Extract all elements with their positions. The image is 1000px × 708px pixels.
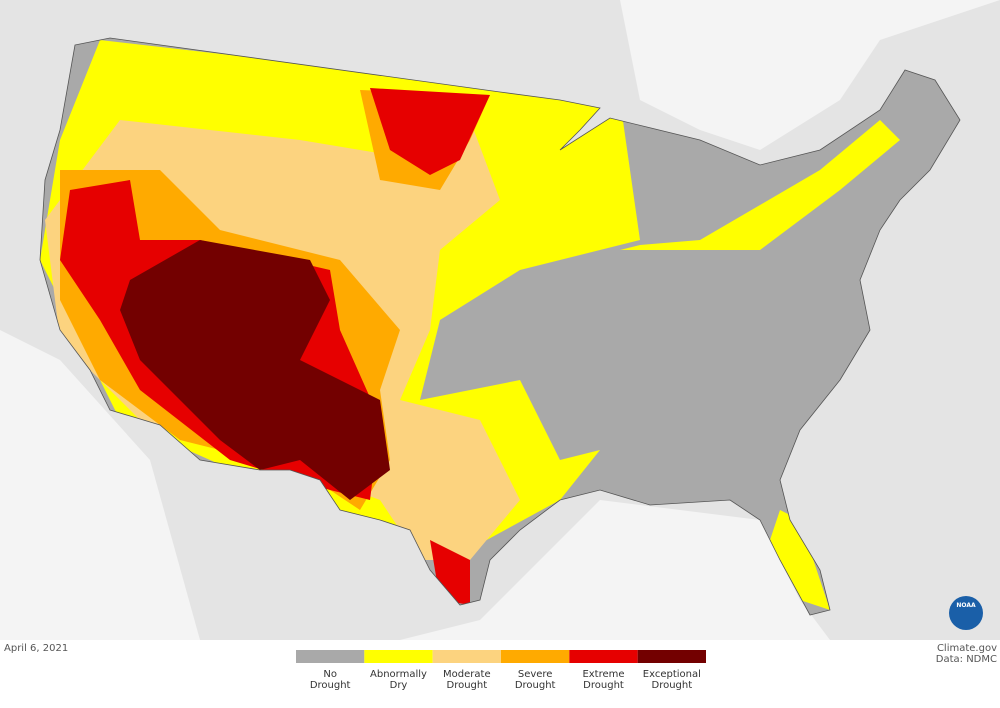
legend-swatch	[637, 650, 706, 663]
abnormally-dry-east	[620, 120, 900, 250]
legend-label: Severe	[518, 669, 553, 680]
abnormally-dry-florida	[770, 510, 830, 610]
extreme-drought-north	[370, 88, 490, 175]
legend-label: Extreme	[582, 669, 624, 680]
noaa-logo-text: NOAA	[956, 602, 976, 609]
legend-label: Abnormally	[370, 669, 427, 680]
date-label: April 6, 2021	[4, 643, 68, 654]
legend-swatch	[501, 650, 570, 663]
exceptional-drought-area	[120, 240, 390, 500]
data-credit: Data: NDMC	[936, 654, 997, 665]
legend-swatch	[432, 650, 501, 663]
legend-label: Drought	[583, 680, 624, 691]
legend-label: No	[323, 669, 337, 680]
source-credit: Climate.gov	[937, 643, 997, 654]
noaa-logo	[949, 596, 983, 630]
legend-label: Exceptional	[643, 669, 701, 680]
legend-label: Dry	[390, 680, 408, 691]
footer-strip	[0, 640, 1000, 704]
legend-swatch	[569, 650, 638, 663]
legend-label: Moderate	[443, 669, 491, 680]
legend-label: Drought	[652, 680, 693, 691]
legend-swatch	[296, 650, 365, 663]
legend-swatch	[364, 650, 433, 663]
legend-label: Drought	[447, 680, 488, 691]
legend-label: Drought	[310, 680, 351, 691]
drought-areas	[40, 38, 960, 615]
legend-label: Drought	[515, 680, 556, 691]
legend: NoDroughtAbnormallyDryModerateDroughtSev…	[296, 650, 706, 691]
